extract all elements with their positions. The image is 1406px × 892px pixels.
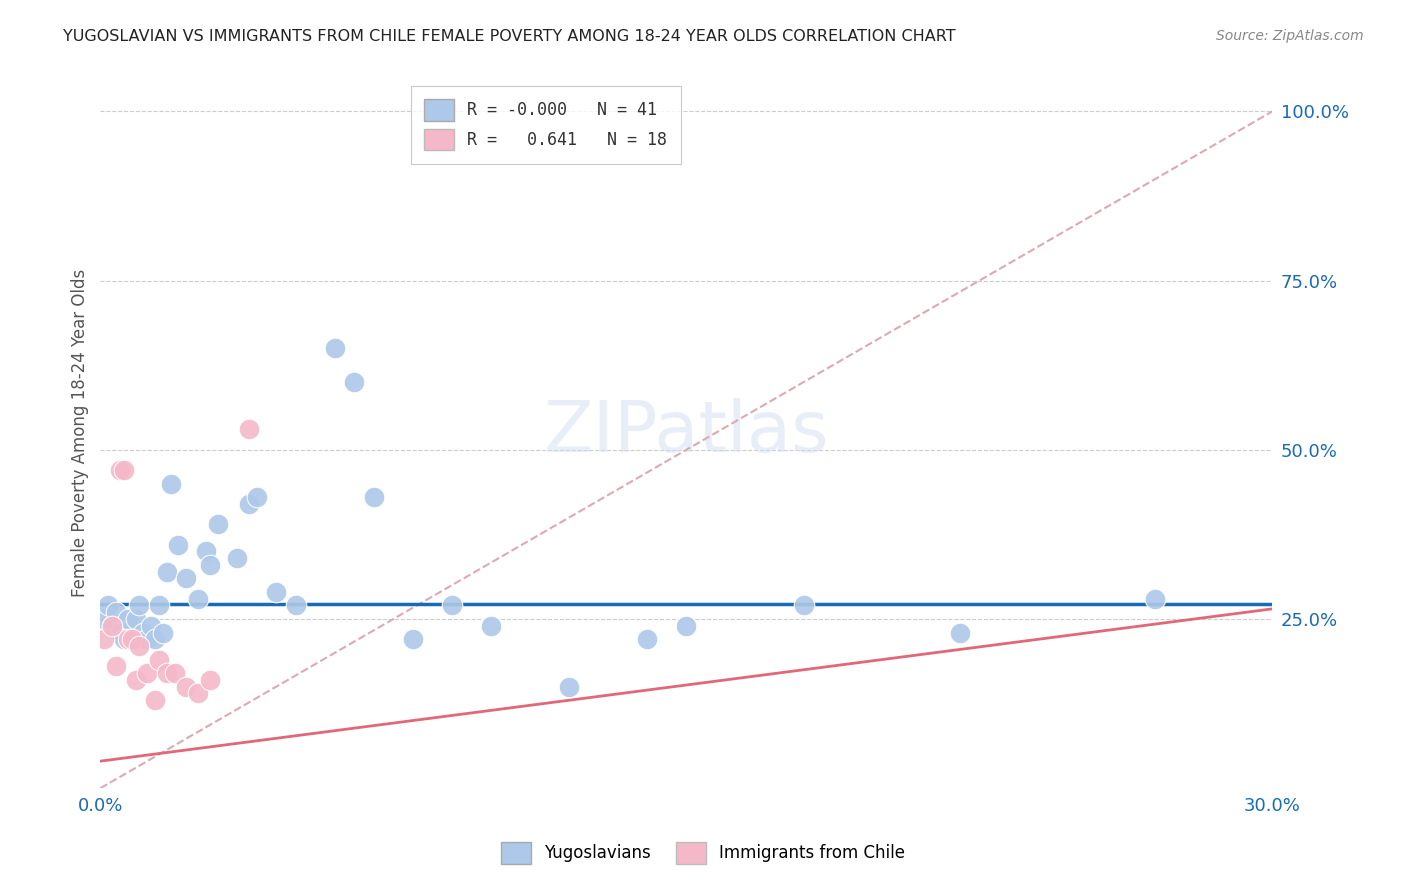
Point bbox=[93, 632, 115, 647]
Point bbox=[675, 619, 697, 633]
Point bbox=[194, 544, 217, 558]
Point bbox=[949, 625, 972, 640]
Point bbox=[136, 666, 159, 681]
Point bbox=[143, 693, 166, 707]
Y-axis label: Female Poverty Among 18-24 Year Olds: Female Poverty Among 18-24 Year Olds bbox=[72, 268, 89, 597]
Point bbox=[112, 463, 135, 477]
Point bbox=[132, 625, 155, 640]
Point bbox=[104, 605, 127, 619]
Legend: Yugoslavians, Immigrants from Chile: Yugoslavians, Immigrants from Chile bbox=[494, 836, 912, 871]
Point bbox=[176, 680, 198, 694]
Point bbox=[264, 585, 287, 599]
Point bbox=[128, 599, 150, 613]
Point bbox=[226, 551, 249, 566]
Point bbox=[198, 558, 221, 572]
Point bbox=[207, 517, 229, 532]
Point bbox=[246, 490, 269, 504]
Point bbox=[148, 652, 170, 666]
Point bbox=[238, 497, 260, 511]
Point bbox=[187, 591, 209, 606]
Point bbox=[148, 599, 170, 613]
Point bbox=[152, 625, 174, 640]
Point bbox=[136, 632, 159, 647]
Text: ZIPatlas: ZIPatlas bbox=[544, 399, 830, 467]
Point bbox=[363, 490, 385, 504]
Point bbox=[101, 619, 124, 633]
Text: Source: ZipAtlas.com: Source: ZipAtlas.com bbox=[1216, 29, 1364, 43]
Point bbox=[128, 639, 150, 653]
Point bbox=[104, 659, 127, 673]
Point bbox=[117, 632, 139, 647]
Point bbox=[121, 632, 143, 647]
Point bbox=[198, 673, 221, 687]
Point bbox=[238, 422, 260, 436]
Point bbox=[93, 612, 115, 626]
Point bbox=[1144, 591, 1167, 606]
Point bbox=[323, 341, 346, 355]
Legend: R = -0.000   N = 41, R =   0.641   N = 18: R = -0.000 N = 41, R = 0.641 N = 18 bbox=[411, 86, 681, 163]
Point bbox=[558, 680, 581, 694]
Point bbox=[108, 463, 131, 477]
Point bbox=[159, 476, 181, 491]
Point bbox=[143, 632, 166, 647]
Point bbox=[112, 632, 135, 647]
Point bbox=[117, 612, 139, 626]
Point bbox=[97, 599, 120, 613]
Point bbox=[163, 666, 186, 681]
Point bbox=[124, 612, 146, 626]
Point bbox=[121, 632, 143, 647]
Point bbox=[636, 632, 658, 647]
Text: YUGOSLAVIAN VS IMMIGRANTS FROM CHILE FEMALE POVERTY AMONG 18-24 YEAR OLDS CORREL: YUGOSLAVIAN VS IMMIGRANTS FROM CHILE FEM… bbox=[63, 29, 956, 44]
Point bbox=[124, 673, 146, 687]
Point bbox=[440, 599, 463, 613]
Point bbox=[156, 565, 179, 579]
Point bbox=[108, 625, 131, 640]
Point bbox=[167, 537, 190, 551]
Point bbox=[176, 571, 198, 585]
Point bbox=[479, 619, 502, 633]
Point bbox=[101, 619, 124, 633]
Point bbox=[139, 619, 162, 633]
Point bbox=[156, 666, 179, 681]
Point bbox=[343, 375, 366, 389]
Point bbox=[187, 686, 209, 700]
Point bbox=[284, 599, 307, 613]
Point bbox=[793, 599, 815, 613]
Point bbox=[402, 632, 425, 647]
